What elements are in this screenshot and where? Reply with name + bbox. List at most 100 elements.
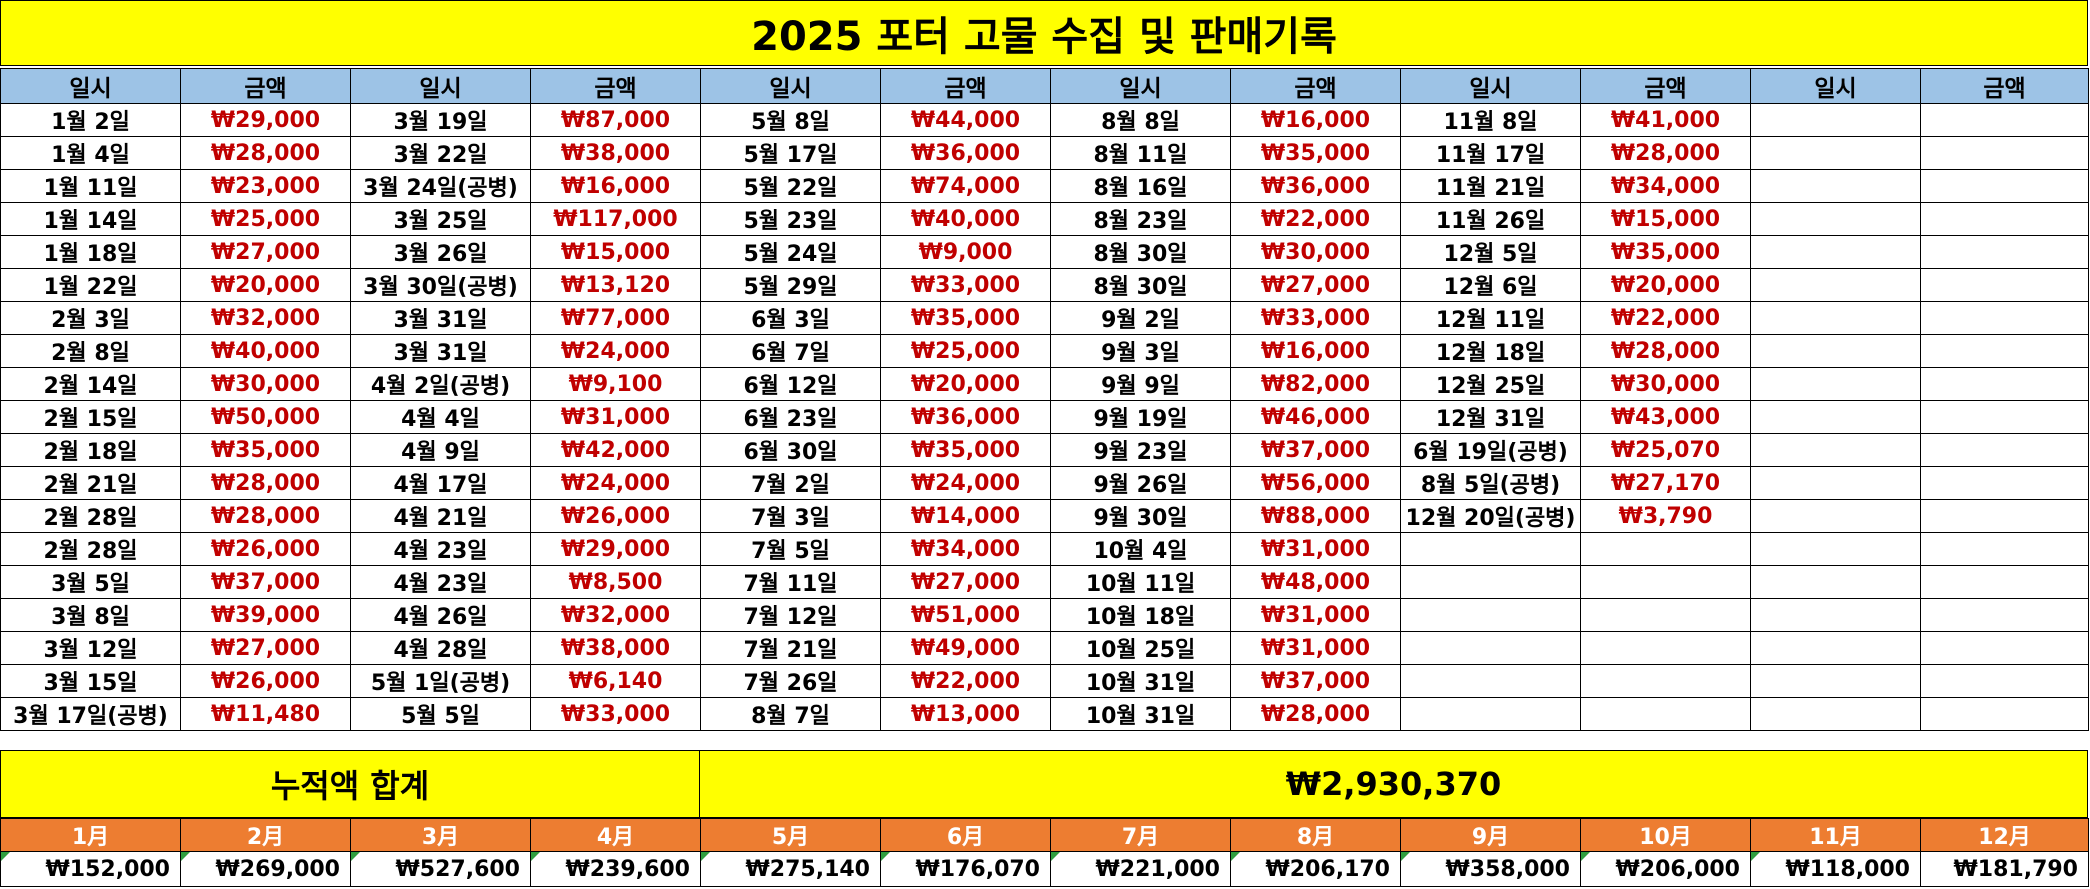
amount-cell[interactable] xyxy=(1920,169,2089,203)
month-label-cell[interactable]: 7月 xyxy=(1050,818,1231,852)
amount-cell[interactable]: ₩15,000 xyxy=(1580,202,1751,236)
date-cell[interactable] xyxy=(1400,565,1581,599)
date-cell[interactable]: 8월 7일 xyxy=(700,697,881,731)
date-cell[interactable]: 10월 4일 xyxy=(1050,532,1231,566)
amount-cell[interactable]: ₩28,000 xyxy=(180,136,351,170)
date-cell[interactable]: 3월 25일 xyxy=(350,202,531,236)
date-cell[interactable]: 10월 31일 xyxy=(1050,664,1231,698)
amount-cell[interactable] xyxy=(1580,664,1751,698)
date-column-header[interactable]: 일시 xyxy=(1050,68,1231,104)
amount-cell[interactable]: ₩9,100 xyxy=(530,367,701,401)
date-cell[interactable]: 4월 9일 xyxy=(350,433,531,467)
date-cell[interactable]: 3월 19일 xyxy=(350,103,531,137)
date-cell[interactable]: 7월 2일 xyxy=(700,466,881,500)
date-cell[interactable] xyxy=(1400,664,1581,698)
month-label-cell[interactable]: 2月 xyxy=(180,818,351,852)
date-cell[interactable]: 9월 19일 xyxy=(1050,400,1231,434)
amount-cell[interactable]: ₩25,000 xyxy=(880,334,1051,368)
date-cell[interactable]: 6월 3일 xyxy=(700,301,881,335)
amount-cell[interactable]: ₩51,000 xyxy=(880,598,1051,632)
amount-cell[interactable] xyxy=(1920,565,2089,599)
amount-cell[interactable]: ₩37,000 xyxy=(1230,664,1401,698)
month-label-cell[interactable]: 9月 xyxy=(1400,818,1581,852)
date-cell[interactable]: 10월 25일 xyxy=(1050,631,1231,665)
amount-cell[interactable] xyxy=(1920,532,2089,566)
date-cell[interactable] xyxy=(1750,598,1921,632)
amount-cell[interactable] xyxy=(1580,565,1751,599)
date-cell[interactable]: 6월 7일 xyxy=(700,334,881,368)
date-cell[interactable]: 3월 26일 xyxy=(350,235,531,269)
amount-cell[interactable]: ₩24,000 xyxy=(880,466,1051,500)
date-cell[interactable]: 10월 31일 xyxy=(1050,697,1231,731)
amount-cell[interactable]: ₩25,070 xyxy=(1580,433,1751,467)
amount-cell[interactable]: ₩37,000 xyxy=(1230,433,1401,467)
date-cell[interactable] xyxy=(1400,697,1581,731)
date-cell[interactable]: 8월 30일 xyxy=(1050,235,1231,269)
amount-cell[interactable] xyxy=(1920,598,2089,632)
amount-cell[interactable]: ₩74,000 xyxy=(880,169,1051,203)
amount-cell[interactable]: ₩27,170 xyxy=(1580,466,1751,500)
amount-cell[interactable]: ₩36,000 xyxy=(880,400,1051,434)
amount-cell[interactable]: ₩30,000 xyxy=(1580,367,1751,401)
amount-cell[interactable] xyxy=(1920,367,2089,401)
date-cell[interactable]: 1월 4일 xyxy=(0,136,181,170)
amount-cell[interactable]: ₩6,140 xyxy=(530,664,701,698)
amount-cell[interactable]: ₩20,000 xyxy=(880,367,1051,401)
amount-column-header[interactable]: 금액 xyxy=(1230,68,1401,104)
date-cell[interactable]: 7월 11일 xyxy=(700,565,881,599)
date-cell[interactable] xyxy=(1750,136,1921,170)
amount-cell[interactable]: ₩35,000 xyxy=(880,301,1051,335)
amount-cell[interactable]: ₩27,000 xyxy=(1230,268,1401,302)
month-total-cell[interactable]: ₩269,000 xyxy=(180,851,351,887)
date-cell[interactable] xyxy=(1750,466,1921,500)
amount-cell[interactable]: ₩28,000 xyxy=(180,466,351,500)
summary-total[interactable]: ₩2,930,370 xyxy=(700,750,2088,818)
amount-cell[interactable] xyxy=(1920,235,2089,269)
amount-cell[interactable]: ₩35,000 xyxy=(880,433,1051,467)
date-cell[interactable] xyxy=(1750,334,1921,368)
amount-cell[interactable]: ₩82,000 xyxy=(1230,367,1401,401)
amount-cell[interactable]: ₩36,000 xyxy=(880,136,1051,170)
amount-cell[interactable]: ₩37,000 xyxy=(180,565,351,599)
date-cell[interactable] xyxy=(1750,631,1921,665)
date-cell[interactable]: 4월 26일 xyxy=(350,598,531,632)
date-cell[interactable]: 3월 5일 xyxy=(0,565,181,599)
date-cell[interactable] xyxy=(1750,532,1921,566)
amount-cell[interactable]: ₩16,000 xyxy=(1230,334,1401,368)
amount-cell[interactable] xyxy=(1920,202,2089,236)
amount-cell[interactable] xyxy=(1920,136,2089,170)
date-cell[interactable]: 3월 12일 xyxy=(0,631,181,665)
date-cell[interactable]: 8월 11일 xyxy=(1050,136,1231,170)
date-cell[interactable]: 3월 31일 xyxy=(350,334,531,368)
date-cell[interactable]: 11월 21일 xyxy=(1400,169,1581,203)
date-cell[interactable]: 5월 24일 xyxy=(700,235,881,269)
amount-cell[interactable]: ₩35,000 xyxy=(180,433,351,467)
date-cell[interactable]: 3월 8일 xyxy=(0,598,181,632)
date-cell[interactable]: 8월 30일 xyxy=(1050,268,1231,302)
amount-cell[interactable]: ₩15,000 xyxy=(530,235,701,269)
date-cell[interactable]: 6월 19일(공병) xyxy=(1400,433,1581,467)
month-label-cell[interactable]: 1月 xyxy=(0,818,181,852)
amount-cell[interactable]: ₩29,000 xyxy=(530,532,701,566)
date-cell[interactable]: 2월 21일 xyxy=(0,466,181,500)
amount-cell[interactable]: ₩39,000 xyxy=(180,598,351,632)
date-cell[interactable]: 12월 20일(공병) xyxy=(1400,499,1581,533)
month-label-cell[interactable]: 12月 xyxy=(1920,818,2089,852)
amount-cell[interactable]: ₩24,000 xyxy=(530,466,701,500)
month-total-cell[interactable]: ₩152,000 xyxy=(0,851,181,887)
amount-cell[interactable]: ₩40,000 xyxy=(180,334,351,368)
month-label-cell[interactable]: 6月 xyxy=(880,818,1051,852)
date-cell[interactable]: 5월 29일 xyxy=(700,268,881,302)
amount-cell[interactable] xyxy=(1920,697,2089,731)
date-cell[interactable] xyxy=(1750,103,1921,137)
date-cell[interactable] xyxy=(1750,400,1921,434)
amount-cell[interactable]: ₩22,000 xyxy=(1230,202,1401,236)
amount-cell[interactable]: ₩8,500 xyxy=(530,565,701,599)
date-cell[interactable]: 4월 4일 xyxy=(350,400,531,434)
date-cell[interactable]: 7월 5일 xyxy=(700,532,881,566)
amount-cell[interactable]: ₩28,000 xyxy=(180,499,351,533)
date-column-header[interactable]: 일시 xyxy=(1750,68,1921,104)
date-cell[interactable]: 10월 18일 xyxy=(1050,598,1231,632)
month-total-cell[interactable]: ₩118,000 xyxy=(1750,851,1921,887)
date-cell[interactable]: 12월 18일 xyxy=(1400,334,1581,368)
